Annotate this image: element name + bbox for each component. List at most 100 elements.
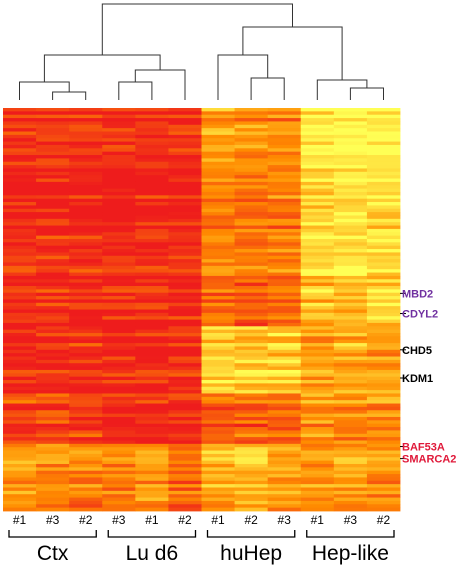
heatmap-cell	[168, 114, 202, 119]
heatmap-cell	[333, 400, 368, 404]
heatmap-cell	[201, 353, 235, 357]
heatmap-cell	[300, 259, 335, 263]
heatmap-cell	[168, 171, 202, 176]
heatmap-cell	[102, 191, 136, 196]
heatmap-cell	[168, 168, 202, 173]
group-label: Lu d6	[126, 542, 179, 565]
heatmap-cell	[36, 188, 70, 193]
heatmap-cell	[3, 306, 37, 310]
heatmap-cell	[300, 413, 335, 418]
heatmap-cell	[366, 443, 401, 448]
heatmap-cell	[366, 108, 401, 112]
heatmap-cell	[3, 259, 37, 263]
heatmap-cell	[102, 369, 136, 374]
heatmap-cell	[135, 504, 169, 509]
heatmap-cell	[366, 114, 401, 119]
heatmap-cell	[3, 447, 37, 451]
heatmap-cell	[333, 144, 368, 149]
heatmap-cell	[102, 376, 136, 381]
heatmap-cell	[3, 487, 37, 492]
heatmap-cell	[267, 373, 302, 378]
heatmap-cell	[267, 326, 302, 331]
heatmap-cell	[234, 376, 269, 381]
heatmap-cell	[69, 333, 103, 337]
heatmap-cell	[267, 198, 302, 203]
heatmap-cell	[168, 329, 202, 334]
heatmap-cell	[135, 319, 169, 324]
heatmap-cell	[36, 265, 70, 270]
heatmap-cell	[333, 289, 368, 294]
heatmap-cell	[234, 114, 269, 119]
heatmap-cell	[3, 165, 37, 169]
heatmap-cell	[333, 507, 368, 512]
heatmap-cell	[168, 175, 202, 179]
heatmap-cell	[102, 463, 136, 468]
heatmap-cell	[300, 467, 335, 472]
heatmap-cell	[234, 111, 269, 116]
heatmap-cell	[135, 497, 169, 502]
heatmap-cell	[135, 138, 169, 142]
heatmap-cell	[36, 440, 70, 445]
sample-label: #3	[344, 513, 358, 527]
heatmap-cell	[168, 299, 202, 304]
heatmap-cell	[234, 343, 269, 347]
heatmap-cell	[168, 447, 202, 451]
group-labels: Ctx Lu d6 huHep Hep-like	[8, 530, 395, 565]
heatmap-cell	[234, 238, 269, 243]
heatmap-cell	[69, 195, 103, 200]
heatmap-cell	[135, 383, 169, 388]
heatmap-cell	[135, 188, 169, 193]
heatmap-cell	[168, 500, 202, 505]
heatmap-cell	[69, 114, 103, 119]
heatmap-cell	[201, 171, 235, 176]
heatmap-cell	[201, 131, 235, 136]
heatmap-cell	[366, 144, 401, 149]
heatmap-cell	[201, 386, 235, 391]
heatmap-cell	[333, 410, 368, 415]
heatmap-cell	[333, 333, 368, 337]
heatmap-cell	[366, 467, 401, 472]
heatmap-cell	[333, 322, 368, 327]
heatmap-cell	[267, 232, 302, 237]
heatmap-cell	[201, 413, 235, 418]
heatmap-cell	[300, 427, 335, 431]
heatmap-cell	[234, 319, 269, 324]
heatmap-cell	[267, 507, 302, 512]
heatmap-cell	[69, 134, 103, 139]
heatmap-cell	[267, 403, 302, 408]
heatmap-cell	[366, 228, 401, 233]
heatmap-cell	[135, 500, 169, 505]
heatmap-cell	[135, 329, 169, 334]
heatmap-cell	[36, 500, 70, 505]
heatmap-cell	[3, 400, 37, 404]
heatmap-cell	[333, 373, 368, 378]
heatmap-cell	[36, 279, 70, 284]
heatmap-cell	[201, 111, 235, 116]
heatmap-cell	[168, 111, 202, 116]
heatmap-cell	[135, 175, 169, 179]
heatmap-cell	[36, 225, 70, 230]
heatmap-cell	[234, 296, 269, 300]
heatmap-cell	[366, 299, 401, 304]
heatmap-cell	[168, 393, 202, 398]
heatmap-cell	[234, 467, 269, 472]
heatmap-cell	[201, 494, 235, 498]
heatmap-cell	[36, 339, 70, 344]
heatmap-cell	[36, 480, 70, 485]
heatmap-cell	[234, 195, 269, 200]
heatmap-cell	[102, 121, 136, 126]
heatmap-cell	[234, 373, 269, 378]
heatmap-cell	[366, 497, 401, 502]
heatmap-cell	[366, 138, 401, 142]
heatmap-cell	[366, 128, 401, 132]
heatmap-cell	[201, 326, 235, 331]
heatmap-cell	[234, 423, 269, 428]
heatmap-cell	[3, 326, 37, 331]
heatmap-cell	[300, 279, 335, 284]
heatmap-cell	[135, 393, 169, 398]
heatmap-cell	[201, 453, 235, 458]
heatmap-cell	[267, 359, 302, 364]
heatmap-cell	[234, 457, 269, 462]
heatmap-cell	[366, 400, 401, 404]
heatmap-cell	[201, 406, 235, 411]
